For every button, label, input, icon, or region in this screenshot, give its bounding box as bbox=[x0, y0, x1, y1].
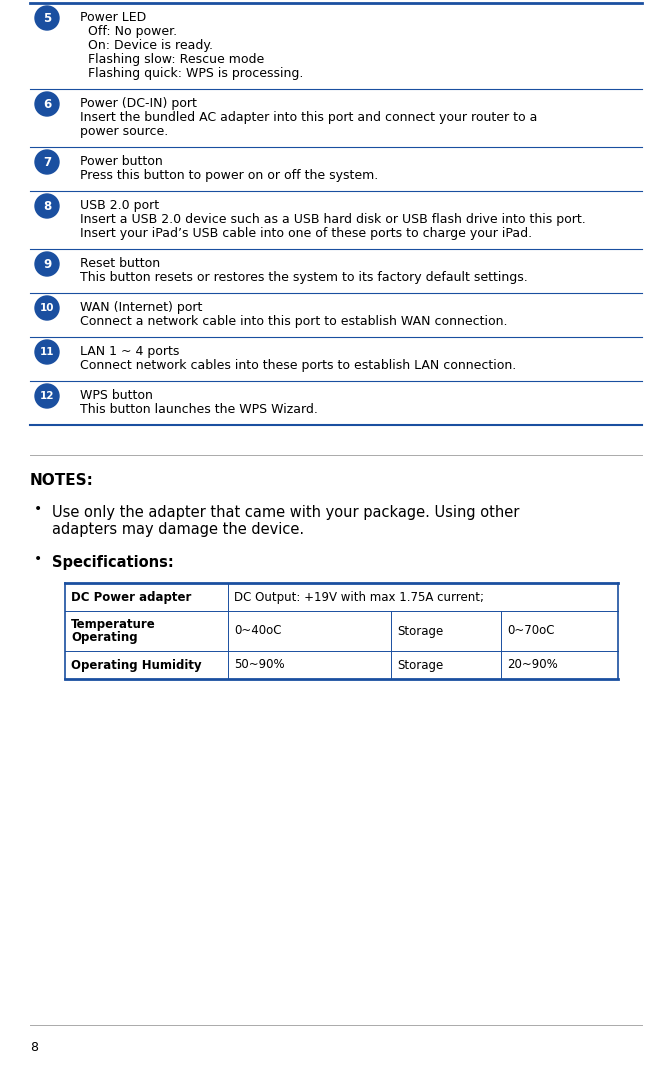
Text: 6: 6 bbox=[43, 98, 51, 111]
Text: 8: 8 bbox=[30, 1041, 38, 1054]
Circle shape bbox=[35, 6, 59, 30]
Circle shape bbox=[35, 92, 59, 116]
Text: Flashing slow: Rescue mode: Flashing slow: Rescue mode bbox=[80, 53, 264, 66]
Text: Use only the adapter that came with your package. Using other: Use only the adapter that came with your… bbox=[52, 505, 519, 520]
Text: Insert the bundled AC adapter into this port and connect your router to a: Insert the bundled AC adapter into this … bbox=[80, 111, 537, 124]
Text: 0~40oC: 0~40oC bbox=[234, 625, 282, 638]
FancyBboxPatch shape bbox=[65, 583, 618, 611]
Text: 10: 10 bbox=[40, 303, 54, 313]
Text: Connect network cables into these ports to establish LAN connection.: Connect network cables into these ports … bbox=[80, 359, 516, 372]
Text: 9: 9 bbox=[43, 257, 51, 270]
Text: This button launches the WPS Wizard.: This button launches the WPS Wizard. bbox=[80, 403, 318, 416]
Text: Operating Humidity: Operating Humidity bbox=[71, 658, 202, 671]
Text: Insert a USB 2.0 device such as a USB hard disk or USB flash drive into this por: Insert a USB 2.0 device such as a USB ha… bbox=[80, 213, 586, 226]
Text: Power LED: Power LED bbox=[80, 11, 146, 24]
Circle shape bbox=[35, 340, 59, 364]
FancyBboxPatch shape bbox=[65, 651, 618, 679]
Text: Storage: Storage bbox=[397, 625, 444, 638]
Text: Reset button: Reset button bbox=[80, 257, 160, 270]
Circle shape bbox=[35, 384, 59, 408]
Text: 11: 11 bbox=[40, 347, 54, 356]
Text: 20~90%: 20~90% bbox=[507, 658, 558, 671]
Text: Storage: Storage bbox=[397, 658, 444, 671]
Text: Off: No power.: Off: No power. bbox=[80, 25, 177, 38]
Circle shape bbox=[35, 252, 59, 276]
Text: WPS button: WPS button bbox=[80, 389, 153, 402]
Text: adapters may damage the device.: adapters may damage the device. bbox=[52, 522, 304, 537]
Text: NOTES:: NOTES: bbox=[30, 473, 94, 488]
Text: 0~70oC: 0~70oC bbox=[507, 625, 554, 638]
FancyBboxPatch shape bbox=[65, 611, 618, 651]
Text: 12: 12 bbox=[40, 391, 54, 401]
Circle shape bbox=[35, 296, 59, 320]
Text: Insert your iPad’s USB cable into one of these ports to charge your iPad.: Insert your iPad’s USB cable into one of… bbox=[80, 227, 532, 240]
Text: 5: 5 bbox=[43, 12, 51, 25]
Text: Power (DC-IN) port: Power (DC-IN) port bbox=[80, 97, 197, 110]
Circle shape bbox=[35, 150, 59, 174]
Text: 7: 7 bbox=[43, 155, 51, 168]
Text: 50~90%: 50~90% bbox=[234, 658, 285, 671]
Text: On: Device is ready.: On: Device is ready. bbox=[80, 39, 213, 52]
Text: WAN (Internet) port: WAN (Internet) port bbox=[80, 300, 203, 314]
Text: •: • bbox=[34, 553, 42, 567]
Text: Connect a network cable into this port to establish WAN connection.: Connect a network cable into this port t… bbox=[80, 314, 507, 328]
Text: USB 2.0 port: USB 2.0 port bbox=[80, 199, 159, 212]
Text: DC Output: +19V with max 1.75A current;: DC Output: +19V with max 1.75A current; bbox=[234, 590, 484, 603]
Text: This button resets or restores the system to its factory default settings.: This button resets or restores the syste… bbox=[80, 271, 528, 284]
Circle shape bbox=[35, 194, 59, 218]
Text: •: • bbox=[34, 502, 42, 516]
Text: Temperature: Temperature bbox=[71, 618, 156, 631]
Text: power source.: power source. bbox=[80, 125, 168, 138]
Text: Press this button to power on or off the system.: Press this button to power on or off the… bbox=[80, 169, 378, 182]
Text: LAN 1 ~ 4 ports: LAN 1 ~ 4 ports bbox=[80, 345, 179, 358]
Text: Operating: Operating bbox=[71, 631, 137, 644]
Text: Flashing quick: WPS is processing.: Flashing quick: WPS is processing. bbox=[80, 67, 303, 80]
Text: DC Power adapter: DC Power adapter bbox=[71, 590, 191, 603]
Text: Power button: Power button bbox=[80, 155, 163, 168]
Text: Specifications:: Specifications: bbox=[52, 555, 174, 570]
Text: 8: 8 bbox=[43, 199, 51, 212]
